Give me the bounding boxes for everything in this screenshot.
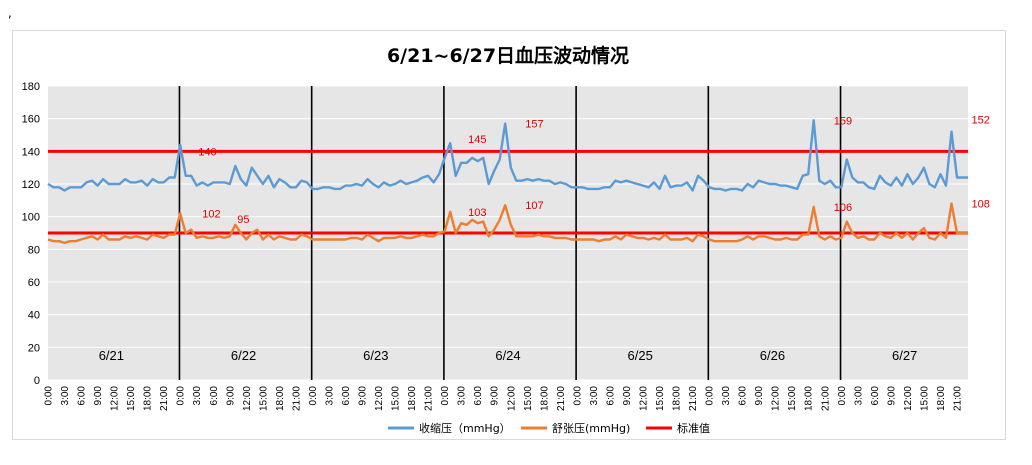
x-tick-label: 0:00	[176, 386, 187, 406]
x-tick-label: 6:00	[341, 386, 352, 406]
peak-annotation: 106	[834, 202, 852, 214]
diastolic-line	[47, 202, 968, 245]
x-tick-label: 6:00	[77, 386, 88, 406]
x-tick-label: 3:00	[721, 386, 732, 406]
chart-title: 6/21~6/27日血压波动情况	[387, 44, 629, 67]
day-label: 6/25	[628, 348, 653, 363]
x-tick-label: 3:00	[853, 386, 864, 406]
x-tick-label: 0:00	[705, 386, 716, 406]
x-tick-label: 0:00	[308, 386, 319, 406]
x-tick-label: 21:00	[424, 386, 435, 411]
x-tick-label: 3:00	[60, 386, 71, 406]
peak-annotation: 102	[202, 208, 220, 220]
x-tick-label: 15:00	[391, 386, 402, 411]
x-tick-label: 12:00	[771, 386, 782, 411]
x-tick-label: 21:00	[688, 386, 699, 411]
day-label: 6/21	[99, 348, 124, 363]
systolic-line	[47, 119, 968, 192]
x-tick-label: 6:00	[473, 386, 484, 406]
day-label: 6/23	[363, 348, 388, 363]
x-tick-label: 9:00	[622, 386, 633, 406]
plot-area: 0 20 40 60 80 100 120 140 160 180 6/21 6/22 6/23 6/24…	[22, 81, 990, 411]
x-tick-label: 15:00	[655, 386, 666, 411]
legend-label: 收缩压（mmHg）	[419, 421, 511, 435]
y-tick-label: 120	[22, 179, 40, 191]
y-tick-label: 40	[28, 310, 40, 322]
corner-mark: ,	[8, 6, 12, 20]
x-tick-label: 3:00	[192, 386, 203, 406]
legend-label: 标准值	[677, 421, 710, 435]
x-tick-label: 18:00	[539, 386, 550, 411]
x-tick-label: 21:00	[291, 386, 302, 411]
x-tick-label: 9:00	[358, 386, 369, 406]
x-tick-label: 21:00	[556, 386, 567, 411]
x-tick-label: 15:00	[126, 386, 137, 411]
y-tick-label: 0	[34, 375, 40, 387]
x-tick-label: 6:00	[209, 386, 220, 406]
x-tick-label: 21:00	[952, 386, 963, 411]
y-tick-label: 180	[22, 81, 40, 93]
x-tick-label: 18:00	[936, 386, 947, 411]
x-tick-label: 21:00	[820, 386, 831, 411]
x-tick-label: 6:00	[605, 386, 616, 406]
x-tick-label: 0:00	[44, 386, 55, 406]
x-tick-label: 3:00	[324, 386, 335, 406]
x-tick-label: 12:00	[638, 386, 649, 411]
x-tick-label: 12:00	[506, 386, 517, 411]
x-tick-label: 0:00	[572, 386, 583, 406]
y-tick-label: 160	[22, 114, 40, 126]
y-tick-label: 100	[22, 212, 40, 224]
x-tick-label: 18:00	[143, 386, 154, 411]
x-tick-label: 9:00	[225, 386, 236, 406]
x-tick-label: 6:00	[870, 386, 881, 406]
x-tick-label: 18:00	[275, 386, 286, 411]
x-tick-label: 18:00	[672, 386, 683, 411]
x-tick-label: 9:00	[886, 386, 897, 406]
peak-annotation: 107	[525, 200, 543, 212]
x-tick-label: 18:00	[407, 386, 418, 411]
peak-annotation: 159	[834, 115, 852, 127]
day-label: 6/26	[760, 348, 785, 363]
legend: 收缩压（mmHg） 舒张压(mmHg) 标准值	[388, 421, 710, 435]
y-tick-label: 140	[22, 146, 40, 158]
x-tick-label: 15:00	[523, 386, 534, 411]
x-tick-label: 12:00	[110, 386, 121, 411]
x-tick-label: 15:00	[258, 386, 269, 411]
x-tick-label: 3:00	[457, 386, 468, 406]
peak-annotation: 140	[198, 146, 216, 158]
peak-annotation: 145	[468, 134, 486, 146]
legend-label: 舒张压(mmHg)	[552, 421, 630, 435]
x-tick-label: 15:00	[919, 386, 930, 411]
x-tick-label: 12:00	[374, 386, 385, 411]
peak-annotation: 95	[237, 214, 249, 226]
x-tick-label: 12:00	[903, 386, 914, 411]
day-label: 6/22	[231, 348, 256, 363]
x-tick-label: 9:00	[754, 386, 765, 406]
peak-annotation: 108	[971, 199, 989, 211]
peak-annotation: 152	[971, 115, 989, 127]
day-label: 6/27	[892, 348, 917, 363]
day-label: 6/24	[495, 348, 520, 363]
x-tick-label: 18:00	[804, 386, 815, 411]
x-tick-label: 15:00	[787, 386, 798, 411]
x-tick-label: 9:00	[490, 386, 501, 406]
y-tick-label: 20	[28, 342, 40, 354]
x-tick-label: 6:00	[738, 386, 749, 406]
x-tick-label: 3:00	[589, 386, 600, 406]
x-tick-label: 12:00	[242, 386, 253, 411]
peak-annotation: 103	[468, 207, 486, 219]
x-tick-label: 9:00	[93, 386, 104, 406]
y-tick-label: 80	[28, 244, 40, 256]
peak-annotation: 157	[525, 119, 543, 131]
x-tick-label: 0:00	[440, 386, 451, 406]
y-tick-label: 60	[28, 277, 40, 289]
x-tick-label: 21:00	[159, 386, 170, 411]
x-tick-label: 0:00	[837, 386, 848, 406]
